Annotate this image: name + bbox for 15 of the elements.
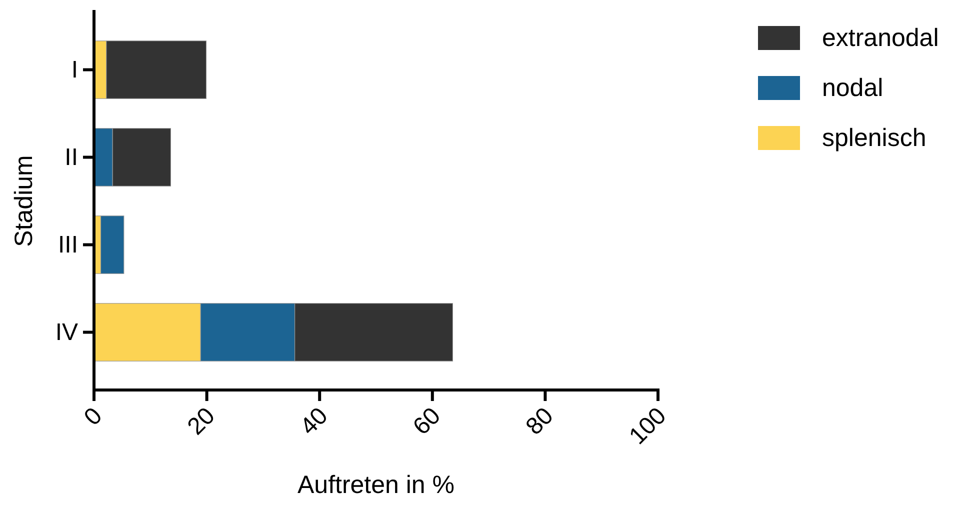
y-tick-label: I bbox=[71, 56, 78, 84]
x-tick-label: 20 bbox=[182, 402, 220, 440]
x-tick-label: 0 bbox=[79, 402, 108, 431]
y-tick-label: II bbox=[64, 144, 78, 171]
x-tick-label: 60 bbox=[408, 402, 446, 440]
legend-label: splenisch bbox=[822, 124, 926, 152]
y-axis-title: Stadium bbox=[10, 155, 38, 247]
y-tick-label: III bbox=[58, 231, 78, 258]
x-tick-label: 40 bbox=[295, 402, 334, 440]
x-tick-label: 100 bbox=[624, 402, 672, 450]
y-tick-label: IV bbox=[55, 318, 78, 346]
x-axis-title: Auftreten in % bbox=[297, 471, 455, 499]
legend-label: nodal bbox=[822, 74, 884, 102]
x-tick-label: 80 bbox=[520, 402, 559, 440]
legend-label: extranodal bbox=[822, 24, 939, 52]
